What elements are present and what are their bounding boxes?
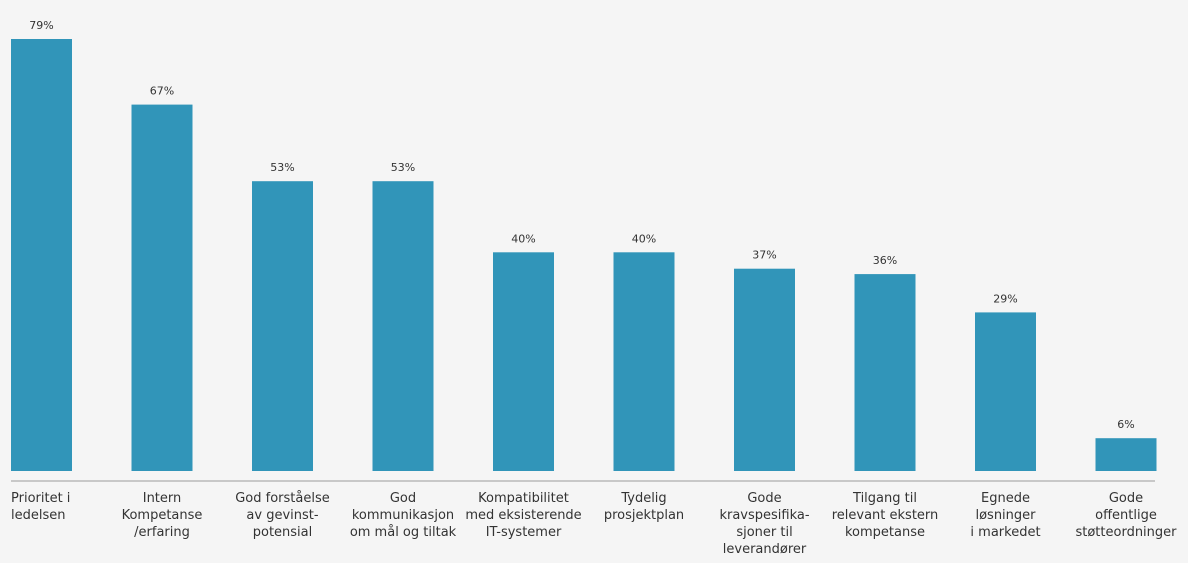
category-label-line: relevant ekstern <box>832 508 939 523</box>
value-label-5: 40% <box>511 232 535 245</box>
bar-6 <box>613 252 675 471</box>
category-label-line: løsninger <box>975 508 1036 523</box>
category-label-line: Egnede <box>981 491 1030 506</box>
category-label-6: Tydelig prosjektplan <box>604 491 684 523</box>
category-label-8: Tilgang til relevant ekstern kompetanse <box>832 491 939 540</box>
category-label-line: støtteordninger <box>1075 525 1177 540</box>
category-label-line: leverandører <box>723 542 807 557</box>
bar-1 <box>11 39 72 471</box>
bar-8 <box>854 274 916 471</box>
category-label-3: God forståelse av gevinst-potensial <box>235 491 330 540</box>
bar-4 <box>372 181 434 471</box>
category-label-line: Tilgang til <box>852 491 917 506</box>
value-labels-layer: 79% 67% 53% 53% 40% 40% 37% 36% 29% 6% <box>29 19 1134 431</box>
value-label-3: 53% <box>270 161 294 174</box>
category-label-line: Kompatibilitet <box>478 491 569 506</box>
bar-5 <box>493 252 554 471</box>
category-label-line: God <box>390 491 416 506</box>
value-label-2: 67% <box>150 85 174 98</box>
category-label-line: med eksisterende <box>465 508 581 523</box>
value-label-4: 53% <box>391 161 415 174</box>
category-label-line: Gode <box>747 491 781 506</box>
category-label-line: /erfaring <box>134 525 190 540</box>
category-label-2: Intern Kompetanse/erfaring <box>122 491 203 540</box>
category-label-line: kompetanse <box>845 525 925 540</box>
category-label-line: prosjektplan <box>604 508 684 523</box>
value-label-1: 79% <box>29 19 53 32</box>
category-label-10: Gode offentlige støtteordninger <box>1075 491 1177 540</box>
category-label-line: offentlige <box>1095 508 1157 523</box>
category-label-line: i markedet <box>970 525 1040 540</box>
category-labels-layer: Prioritet i ledelsen Intern Kompetanse/erfa… <box>11 491 1177 557</box>
bar-3 <box>252 181 313 471</box>
category-label-line: om mål og tiltak <box>350 525 457 540</box>
category-label-5: Kompatibilitet med eksisterende IT-systeme… <box>465 491 581 540</box>
bar-10 <box>1095 438 1157 471</box>
bar-2 <box>131 104 193 471</box>
bar-9 <box>975 312 1036 471</box>
category-label-line: Gode <box>1109 491 1143 506</box>
category-label-1: Prioritet i ledelsen <box>11 491 70 523</box>
category-label-9: Egnede løsninger i markedet <box>970 491 1040 540</box>
category-label-4: God kommunikasjon om mål og tiltak <box>350 491 457 540</box>
category-label-line: God forståelse <box>235 491 330 506</box>
bar-7 <box>734 268 795 471</box>
category-label-line: ledelsen <box>11 508 65 523</box>
value-label-10: 6% <box>1117 418 1134 431</box>
value-label-6: 40% <box>632 232 656 245</box>
category-label-line: kravspesifika- <box>719 508 809 523</box>
category-label-line: Tydelig <box>620 491 666 506</box>
category-label-line: IT-systemer <box>486 525 562 540</box>
bars-layer <box>11 39 1157 471</box>
category-label-line: av gevinst- <box>246 508 318 523</box>
value-label-8: 36% <box>873 254 897 267</box>
category-label-line: kommunikasjon <box>352 508 454 523</box>
category-label-line: Kompetanse <box>122 508 203 523</box>
category-label-line: Intern <box>143 491 182 506</box>
value-label-9: 29% <box>993 292 1017 305</box>
category-label-7: Gode kravspesifika-sjoner til leverandører <box>719 491 809 557</box>
category-label-line: potensial <box>253 525 313 540</box>
value-label-7: 37% <box>752 249 776 262</box>
category-label-line: sjoner til <box>736 525 792 540</box>
category-label-line: Prioritet i <box>11 491 70 506</box>
